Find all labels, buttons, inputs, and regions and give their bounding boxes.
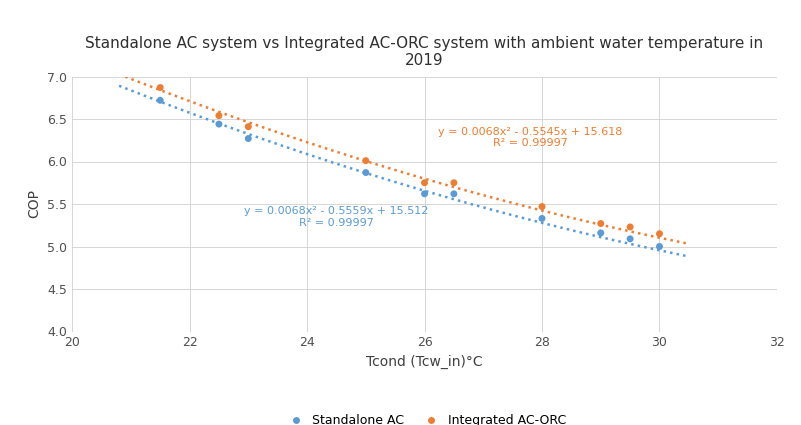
Integrated AC-ORC xyxy=(154,84,167,91)
Integrated AC-ORC xyxy=(653,230,666,237)
X-axis label: Tcond (Tcw_in)°C: Tcond (Tcw_in)°C xyxy=(366,355,483,369)
Standalone AC xyxy=(653,243,666,250)
Integrated AC-ORC xyxy=(360,157,372,164)
Standalone AC xyxy=(594,230,607,236)
Text: y = 0.0068x² - 0.5559x + 15.512
R² = 0.99997: y = 0.0068x² - 0.5559x + 15.512 R² = 0.9… xyxy=(244,206,429,227)
Y-axis label: COP: COP xyxy=(28,190,42,218)
Legend: Standalone AC, Integrated AC-ORC: Standalone AC, Integrated AC-ORC xyxy=(278,409,571,425)
Title: Standalone AC system vs Integrated AC-ORC system with ambient water temperature : Standalone AC system vs Integrated AC-OR… xyxy=(86,36,763,68)
Integrated AC-ORC xyxy=(212,112,225,119)
Integrated AC-ORC xyxy=(624,224,637,230)
Integrated AC-ORC xyxy=(594,220,607,227)
Integrated AC-ORC xyxy=(418,179,431,186)
Standalone AC xyxy=(448,190,461,197)
Standalone AC xyxy=(536,215,549,222)
Standalone AC xyxy=(624,235,637,242)
Standalone AC xyxy=(242,135,255,142)
Standalone AC xyxy=(212,121,225,128)
Text: y = 0.0068x² - 0.5545x + 15.618
R² = 0.99997: y = 0.0068x² - 0.5545x + 15.618 R² = 0.9… xyxy=(438,127,622,148)
Integrated AC-ORC xyxy=(536,203,549,210)
Standalone AC xyxy=(418,190,431,197)
Standalone AC xyxy=(154,97,167,104)
Standalone AC xyxy=(360,169,372,176)
Integrated AC-ORC xyxy=(242,123,255,130)
Integrated AC-ORC xyxy=(448,179,461,186)
